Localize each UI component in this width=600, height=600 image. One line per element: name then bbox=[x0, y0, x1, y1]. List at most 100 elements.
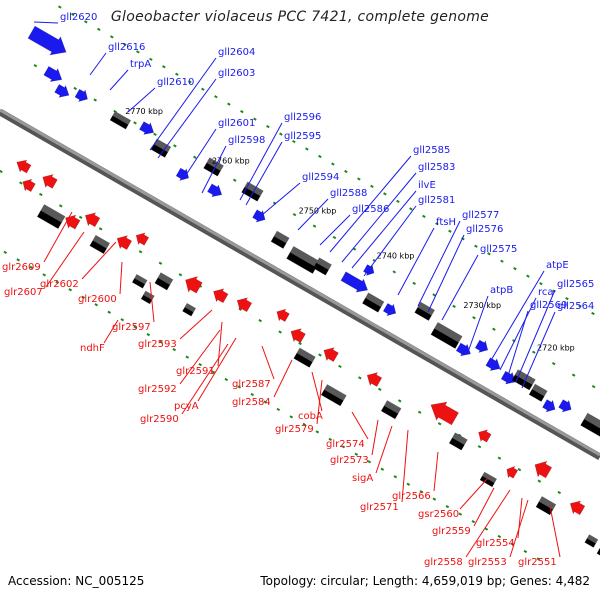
forward-gene-box bbox=[511, 369, 536, 391]
reverse-gene-leader bbox=[45, 231, 85, 288]
reverse-gene-label: glr2593 bbox=[138, 339, 177, 350]
forward-gene-arrow bbox=[455, 342, 471, 357]
reverse-gene-arrow bbox=[430, 401, 459, 426]
tick-row-fwd bbox=[532, 350, 536, 354]
forward-gene-box bbox=[109, 111, 132, 130]
forward-gene-arrow bbox=[542, 399, 556, 413]
forward-gene-label: gll2586 bbox=[352, 204, 389, 215]
tick-row-rev bbox=[537, 479, 542, 483]
tick-row-rev bbox=[497, 456, 502, 460]
tick-row-outer bbox=[71, 12, 75, 17]
reverse-gene-label: gsr2560 bbox=[418, 509, 459, 520]
tick-row-outer bbox=[136, 50, 140, 54]
forward-gene-arrow bbox=[252, 209, 266, 223]
tick-row-fwd bbox=[93, 98, 97, 102]
forward-gene-box bbox=[430, 322, 463, 349]
tick-row-outer bbox=[292, 139, 296, 144]
tick-row-outer bbox=[357, 177, 361, 181]
tick-row-fwd bbox=[551, 362, 556, 366]
forward-gene-arrow bbox=[27, 25, 67, 56]
tick-row-outer bbox=[110, 35, 114, 39]
tick-row-rev bbox=[19, 181, 23, 185]
forward-gene-label: gll2604 bbox=[218, 47, 255, 58]
forward-gene-label: gll2620 bbox=[60, 12, 97, 23]
reverse-gene-box bbox=[584, 534, 599, 548]
forward-gene-label: gll2585 bbox=[413, 145, 450, 156]
map-title: Gloeobacter violaceus PCC 7421, complete… bbox=[110, 9, 490, 25]
reverse-gene-label: glr2571 bbox=[360, 502, 399, 513]
forward-gene-arrow bbox=[139, 121, 155, 135]
reverse-gene-leader bbox=[473, 487, 495, 527]
forward-gene-label: gll2583 bbox=[418, 162, 455, 173]
forward-gene-leader bbox=[127, 87, 156, 113]
reverse-gene-box bbox=[182, 302, 197, 317]
reverse-gene-arrow bbox=[569, 500, 586, 516]
tick-row-outer bbox=[513, 267, 517, 271]
forward-gene-arrow bbox=[175, 167, 190, 181]
tick-row-inner bbox=[68, 288, 73, 292]
tick-row-outer bbox=[279, 132, 283, 136]
forward-gene-label: gll2616 bbox=[108, 42, 145, 53]
label-leaders bbox=[33, 21, 561, 558]
kbp-marker: 2740 kbp bbox=[377, 251, 415, 260]
tick-row-outer bbox=[227, 102, 231, 106]
forward-gene-arrow bbox=[485, 357, 501, 371]
forward-gene-leader bbox=[201, 145, 227, 194]
tick-row-fwd bbox=[312, 224, 317, 228]
tick-row-inner bbox=[354, 452, 359, 456]
tick-row-fwd bbox=[432, 293, 436, 297]
tick-row-outer bbox=[396, 199, 400, 203]
forward-gene-leader bbox=[417, 220, 461, 307]
reverse-gene-arrow bbox=[116, 235, 133, 250]
reverse-gene-label: glr2584 bbox=[232, 397, 271, 408]
tick-row-inner bbox=[42, 273, 47, 277]
tick-row-inner bbox=[3, 250, 8, 255]
reverse-gene-leader bbox=[149, 281, 155, 323]
reverse-gene-arrow bbox=[276, 308, 290, 322]
tick-row-rev bbox=[138, 250, 143, 254]
reverse-gene-leader bbox=[81, 241, 117, 280]
reverse-gene-label: glr2558 bbox=[424, 557, 463, 568]
tick-row-outer bbox=[383, 192, 387, 196]
tick-row-fwd bbox=[133, 121, 137, 125]
tick-row-inner bbox=[159, 340, 164, 344]
tick-row-rev bbox=[557, 490, 562, 495]
reverse-gene-arrow bbox=[135, 232, 150, 246]
reverse-gene-leader bbox=[351, 411, 369, 440]
tick-row-outer bbox=[175, 72, 179, 76]
tick-row-rev bbox=[78, 215, 83, 220]
tick-row-inner bbox=[250, 392, 255, 397]
tick-row-rev bbox=[477, 445, 482, 449]
reverse-gene-leader bbox=[43, 211, 73, 263]
forward-gene-arrow bbox=[54, 84, 70, 98]
tick-row-inner bbox=[276, 407, 281, 412]
forward-gene-arrow bbox=[207, 183, 223, 198]
reverse-gene-leader bbox=[459, 477, 489, 510]
forward-gene-label: gll2588 bbox=[330, 188, 367, 199]
kbp-marker: 2720 kbp bbox=[537, 344, 575, 353]
forward-gene-leader bbox=[441, 254, 479, 321]
tick-row-rev bbox=[517, 468, 522, 472]
reverse-gene-label: sigA bbox=[352, 473, 373, 484]
reverse-gene-arrow bbox=[478, 429, 492, 443]
forward-gene-arrow bbox=[74, 88, 88, 103]
tick-row-rev bbox=[437, 422, 442, 426]
tick-row-rev bbox=[258, 318, 262, 323]
reverse-gene-label: glr2553 bbox=[468, 557, 507, 568]
tick-row-fwd bbox=[232, 178, 237, 182]
tick-row-outer bbox=[214, 95, 218, 99]
reverse-gene-arrow bbox=[290, 328, 306, 343]
forward-gene-label: gll2598 bbox=[228, 135, 265, 146]
tick-row-fwd bbox=[33, 63, 38, 68]
tick-row-inner bbox=[419, 490, 424, 494]
tick-row-inner bbox=[315, 430, 320, 434]
reverse-gene-leader bbox=[119, 261, 123, 295]
tick-row-rev bbox=[278, 330, 282, 334]
forward-gene-box bbox=[414, 301, 435, 321]
reverse-gene-leader bbox=[465, 489, 511, 558]
forward-gene-box bbox=[203, 157, 224, 177]
reverse-gene-label: ndhF bbox=[80, 343, 105, 354]
reverse-gene-box bbox=[320, 384, 347, 407]
forward-gene-leader bbox=[109, 69, 129, 91]
